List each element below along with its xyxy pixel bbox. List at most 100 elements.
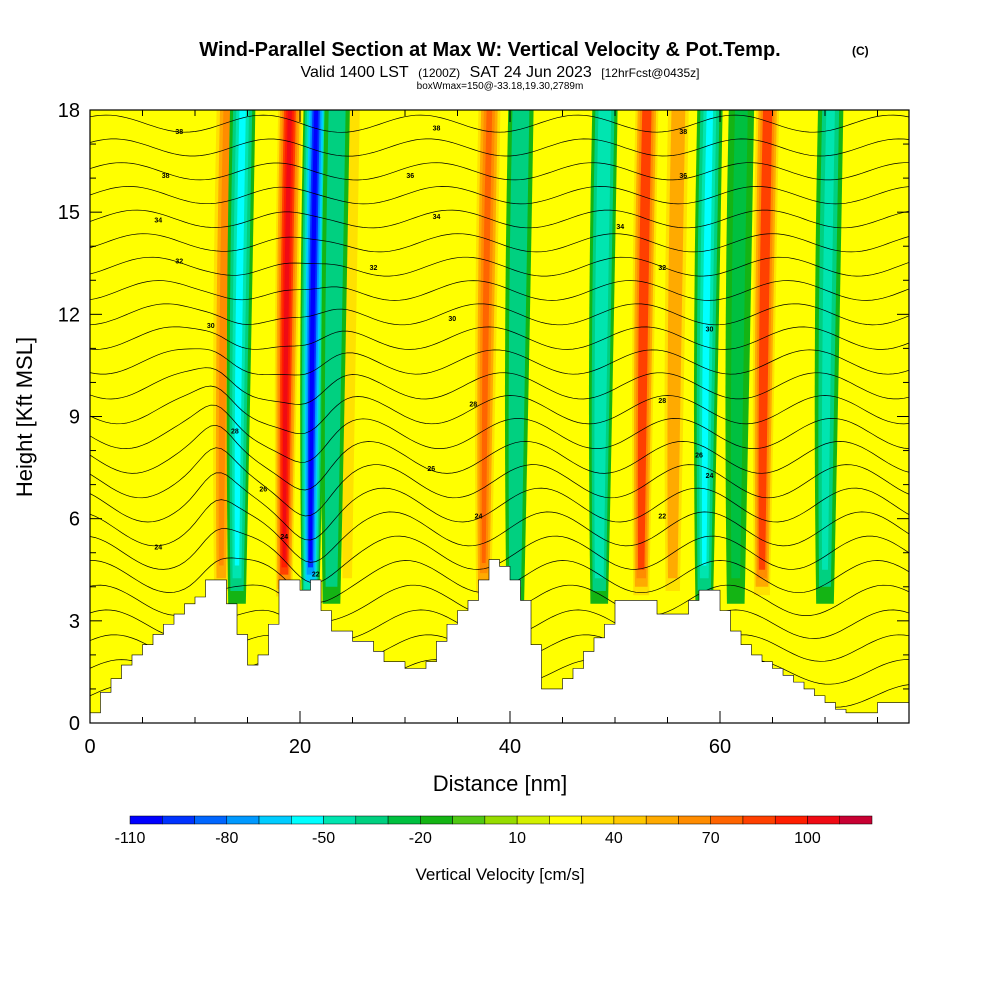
title-mark: (C) <box>852 44 869 58</box>
colorbar-swatch <box>484 815 518 825</box>
colorbar-swatch <box>194 815 228 825</box>
y-tick-label: 0 <box>69 713 80 735</box>
colorbar-tick-label: 100 <box>794 830 821 847</box>
colorbar-tick-label: 40 <box>605 830 623 847</box>
contour-label: 24 <box>706 473 714 480</box>
contour-label: 22 <box>658 514 666 521</box>
colorbar-swatch <box>516 815 550 825</box>
box-info: boxWmax=150@-33.18,19.30,2789m <box>417 81 584 92</box>
contour-label: 28 <box>469 401 477 408</box>
colorbar-swatch <box>226 815 260 825</box>
contour-label: 24 <box>280 534 288 541</box>
colorbar: -110 -80 -50 -20 10 40 70 100 <box>115 815 873 847</box>
downdraft-column-0-band <box>234 110 246 566</box>
colorbar-tick-label: -80 <box>215 830 238 847</box>
colorbar-swatch <box>258 815 292 825</box>
contour-label: 30 <box>207 323 215 330</box>
contour-label: 38 <box>433 125 441 132</box>
valid-date: SAT 24 Jun 2023 <box>470 64 592 81</box>
colorbar-tick-label: -50 <box>312 830 335 847</box>
theta-contour-line <box>90 233 909 253</box>
y-tick-label: 6 <box>69 509 80 531</box>
plot-area: 38 38 34 32 30 28 26 24 22 24 38 36 34 32 30 28 26 24 38 36… <box>90 110 909 723</box>
colorbar-swatch <box>645 815 679 825</box>
colorbar-swatch <box>774 815 808 825</box>
downdraft-column-1-band <box>309 110 319 561</box>
contour-label: 32 <box>175 258 183 265</box>
theta-contour-line <box>90 348 909 376</box>
colorbar-title: Vertical Velocity [cm/s] <box>415 865 584 884</box>
colorbar-swatch <box>420 815 453 825</box>
theta-contour-line <box>90 280 909 301</box>
updraft-column-6-band <box>760 110 770 562</box>
colorbar-swatch <box>323 815 357 825</box>
y-tick-label: 15 <box>58 202 80 224</box>
valid-line: Valid 1400 LST (1200Z) SAT 24 Jun 2023 [… <box>300 64 699 81</box>
contour-label: 38 <box>162 173 170 180</box>
x-tick-label: 40 <box>499 736 521 758</box>
colorbar-swatch <box>581 815 615 825</box>
theta-contour-line <box>90 209 909 229</box>
downdraft-column-2-band <box>328 110 342 570</box>
terrain-mask <box>90 559 909 723</box>
colorbar-tick-label: 70 <box>702 830 720 847</box>
updraft-column-1-band <box>282 110 292 561</box>
contour-label: 38 <box>679 129 687 136</box>
theta-contour-line <box>90 404 909 463</box>
y-tick-label: 18 <box>58 100 80 122</box>
downdraft-layer <box>226 110 844 604</box>
colorbar-swatch <box>678 815 711 825</box>
valid-utc: (1200Z) <box>418 66 460 80</box>
contour-label: 28 <box>231 429 239 436</box>
valid-prefix: Valid 1400 LST <box>300 64 408 81</box>
contour-label: 26 <box>427 466 435 473</box>
contour-label: 28 <box>658 398 666 405</box>
colorbar-swatch <box>549 815 582 825</box>
contour-label: 34 <box>154 217 162 224</box>
theta-contour-line <box>90 367 909 405</box>
colorbar-swatch <box>387 815 421 825</box>
theta-contour-line <box>90 303 909 326</box>
contour-label: 30 <box>706 326 714 333</box>
theta-contour-line <box>90 162 909 181</box>
downdraft-column-3-band <box>512 110 526 570</box>
theta-contour-line <box>90 186 909 205</box>
colorbar-swatch <box>613 815 647 825</box>
x-axis-title: Distance [nm] <box>433 771 568 796</box>
contour-label: 36 <box>679 173 687 180</box>
downdraft-column-4-band <box>596 110 609 566</box>
y-axis-title: Height [Kft MSL] <box>12 337 37 497</box>
updraft-column-0-band <box>218 110 231 566</box>
colorbar-swatch <box>452 815 486 825</box>
contour-label: 32 <box>658 265 666 272</box>
contour-label: 26 <box>259 486 267 493</box>
y-tick-label: 3 <box>69 611 80 633</box>
contour-label: 32 <box>370 265 378 272</box>
colorbar-swatch <box>807 815 840 825</box>
updraft-column-5-band <box>670 110 682 566</box>
x-tick-label: 20 <box>289 736 311 758</box>
updraft-column-4-band <box>639 110 650 562</box>
contour-label: 24 <box>154 544 162 551</box>
contour-label: 24 <box>475 514 483 521</box>
downdraft-column-7-band <box>821 110 835 570</box>
colorbar-swatch <box>355 815 389 825</box>
colorbar-swatch <box>162 815 195 825</box>
colorbar-swatch <box>129 815 163 825</box>
colorbar-swatch <box>742 815 776 825</box>
contour-label: 30 <box>448 316 456 323</box>
x-tick-label: 60 <box>709 736 731 758</box>
forecast-tag: [12hrFcst@0435z] <box>601 66 699 80</box>
theta-contour-line <box>90 385 909 435</box>
theta-contour-line <box>90 256 909 277</box>
theta-contour-line <box>90 424 909 491</box>
theta-contour-line <box>90 138 909 157</box>
downdraft-column-6-band <box>730 110 748 579</box>
theta-contour-line <box>90 114 909 133</box>
colorbar-swatch <box>710 815 744 825</box>
y-tick-label: 9 <box>69 407 80 429</box>
contour-label: 38 <box>175 129 183 136</box>
theta-contour-line <box>90 326 909 350</box>
